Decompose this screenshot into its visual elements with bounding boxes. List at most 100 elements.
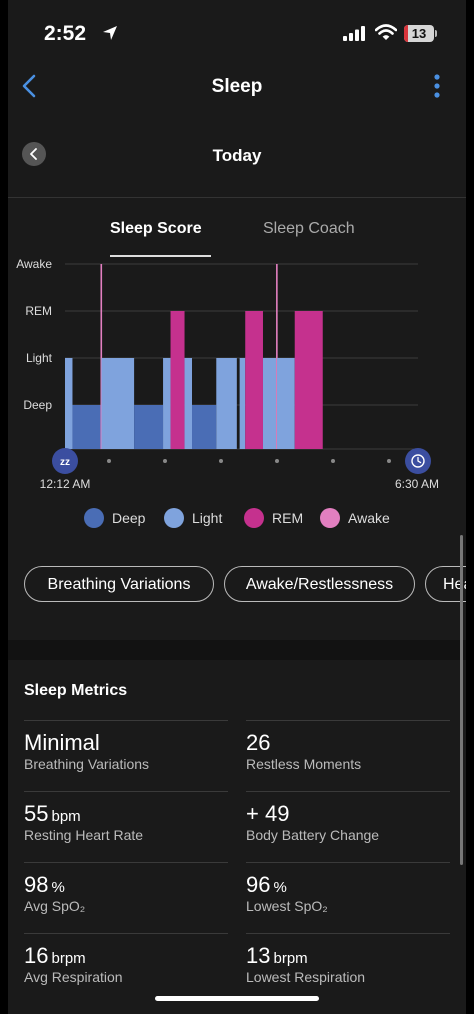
x-end-label: 6:30 AM <box>395 477 439 491</box>
metric-unit: % <box>273 879 287 896</box>
x-tick-dot <box>387 459 391 463</box>
metric-label: Resting Heart Rate <box>24 827 144 843</box>
battery-level: 13 <box>411 26 427 41</box>
y-tick-awake: Awake <box>16 257 52 271</box>
metric-divider <box>24 862 228 863</box>
x-tick-dot <box>331 459 335 463</box>
segment-rem-6 <box>170 311 185 449</box>
status-bar: 2:52 13 <box>8 0 466 64</box>
sleep-stages-chart: Awake REM Light Deep zz 12:12 AM 6:30 AM <box>16 257 439 491</box>
sleep-start-icon <box>52 448 78 474</box>
location-arrow-icon <box>103 26 117 40</box>
metric-divider <box>246 791 450 792</box>
metric-number: 98 <box>24 872 49 897</box>
metric-value: 96% <box>246 872 287 898</box>
more-options-icon[interactable] <box>432 72 442 100</box>
metric-label: Avg Respiration <box>24 969 123 985</box>
metric-divider <box>24 791 228 792</box>
cellular-signal-icon <box>343 26 365 41</box>
metric-avg-spo2: 98% Avg SpO₂ <box>24 862 228 932</box>
metric-unit: bpm <box>51 808 81 825</box>
metric-label: Lowest SpO₂ <box>246 898 328 914</box>
chart-legend: Deep Light REM Awake <box>8 506 466 530</box>
metric-divider <box>24 720 228 721</box>
segment-light-0 <box>65 358 73 449</box>
segment-awake-13 <box>276 264 278 449</box>
metric-value: + 49 <box>246 801 292 827</box>
legend-dot-awake <box>320 508 340 528</box>
metric-value: 55 bpm <box>24 801 81 827</box>
legend-label-light: Light <box>192 510 223 526</box>
metric-value: 13 brpm <box>246 943 308 969</box>
tab-sleep-coach[interactable]: Sleep Coach <box>263 220 355 237</box>
x-start-label: 12:12 AM <box>40 477 91 491</box>
wake-alarm-face <box>411 454 425 468</box>
tab-bar: Sleep Score Sleep Coach <box>8 198 466 258</box>
metric-value: 16 brpm <box>24 943 86 969</box>
day-navigator: Today <box>8 134 466 174</box>
segment-light-9 <box>216 358 237 449</box>
active-tab-indicator <box>110 255 211 257</box>
home-indicator[interactable] <box>155 996 319 1001</box>
metric-label: Restless Moments <box>246 756 362 772</box>
metric-divider <box>246 862 450 863</box>
status-time: 2:52 <box>44 22 87 45</box>
wake-alarm-hands <box>417 456 422 464</box>
tab-sleep-score[interactable]: Sleep Score <box>110 220 202 237</box>
segment-light-14 <box>276 358 295 449</box>
back-chevron-icon[interactable] <box>18 72 42 100</box>
metric-value: Minimal <box>24 730 103 756</box>
segment-light-12 <box>262 358 277 449</box>
filter-chips: Breathing Variations Awake/Restlessness … <box>8 566 466 606</box>
legend-label-rem: REM <box>272 510 304 526</box>
wifi-icon <box>375 24 397 40</box>
y-tick-deep: Deep <box>23 398 52 412</box>
x-tick-dot <box>275 459 279 463</box>
segment-deep-8 <box>192 405 217 449</box>
segment-awake-2 <box>100 264 103 449</box>
metric-lowest-spo2: 96% Lowest SpO₂ <box>246 862 450 932</box>
metric-label: Body Battery Change <box>246 827 380 843</box>
segment-light-7 <box>184 358 193 449</box>
metric-number: Minimal <box>24 730 100 755</box>
metric-label: Avg SpO₂ <box>24 898 86 914</box>
metric-resting-heart-rate: 55 bpm Resting Heart Rate <box>24 791 228 861</box>
chip-awake-restlessness[interactable]: Awake/Restlessness <box>224 566 415 602</box>
segment-light-10 <box>239 358 246 449</box>
metric-restless-moments: 26 Restless Moments <box>246 720 450 790</box>
segment-rem-11 <box>245 311 263 449</box>
legend-label-deep: Deep <box>112 510 146 526</box>
header-divider <box>8 197 466 198</box>
chip-breathing-variations[interactable]: Breathing Variations <box>24 566 214 602</box>
metric-number: 16 <box>24 943 49 968</box>
sleep-metrics-section: Sleep Metrics Minimal Breathing Variatio… <box>8 660 466 1014</box>
segment-light-5 <box>163 358 171 449</box>
metric-unit: brpm <box>273 950 308 967</box>
day-title: Today <box>212 146 262 165</box>
metric-unit: % <box>51 879 65 896</box>
metric-label: Breathing Variations <box>24 756 150 772</box>
metric-lowest-respiration: 13 brpm Lowest Respiration <box>246 933 450 1003</box>
x-tick-dot <box>107 459 111 463</box>
metric-number: 96 <box>246 872 271 897</box>
chevron-left-icon <box>30 148 37 160</box>
segment-deep-4 <box>134 405 164 449</box>
page-title: Sleep <box>211 76 263 97</box>
scrollbar-thumb[interactable] <box>460 535 463 865</box>
segment-light-3 <box>101 358 135 449</box>
previous-day-button[interactable] <box>22 142 46 166</box>
metric-value: 26 <box>246 730 273 756</box>
y-tick-light: Light <box>26 351 53 365</box>
nav-bar: Sleep <box>8 64 466 108</box>
legend-dot-light <box>164 508 184 528</box>
y-tick-rem: REM <box>25 304 52 318</box>
battery-icon: 13 <box>404 25 434 42</box>
battery-tip <box>435 30 437 37</box>
section-gap <box>8 640 466 660</box>
sleep-metrics-title: Sleep Metrics <box>24 682 128 699</box>
legend-dot-rem <box>244 508 264 528</box>
legend-dot-deep <box>84 508 104 528</box>
metric-number: 13 <box>246 943 271 968</box>
segment-rem-15 <box>294 311 323 449</box>
x-tick-dot <box>219 459 223 463</box>
